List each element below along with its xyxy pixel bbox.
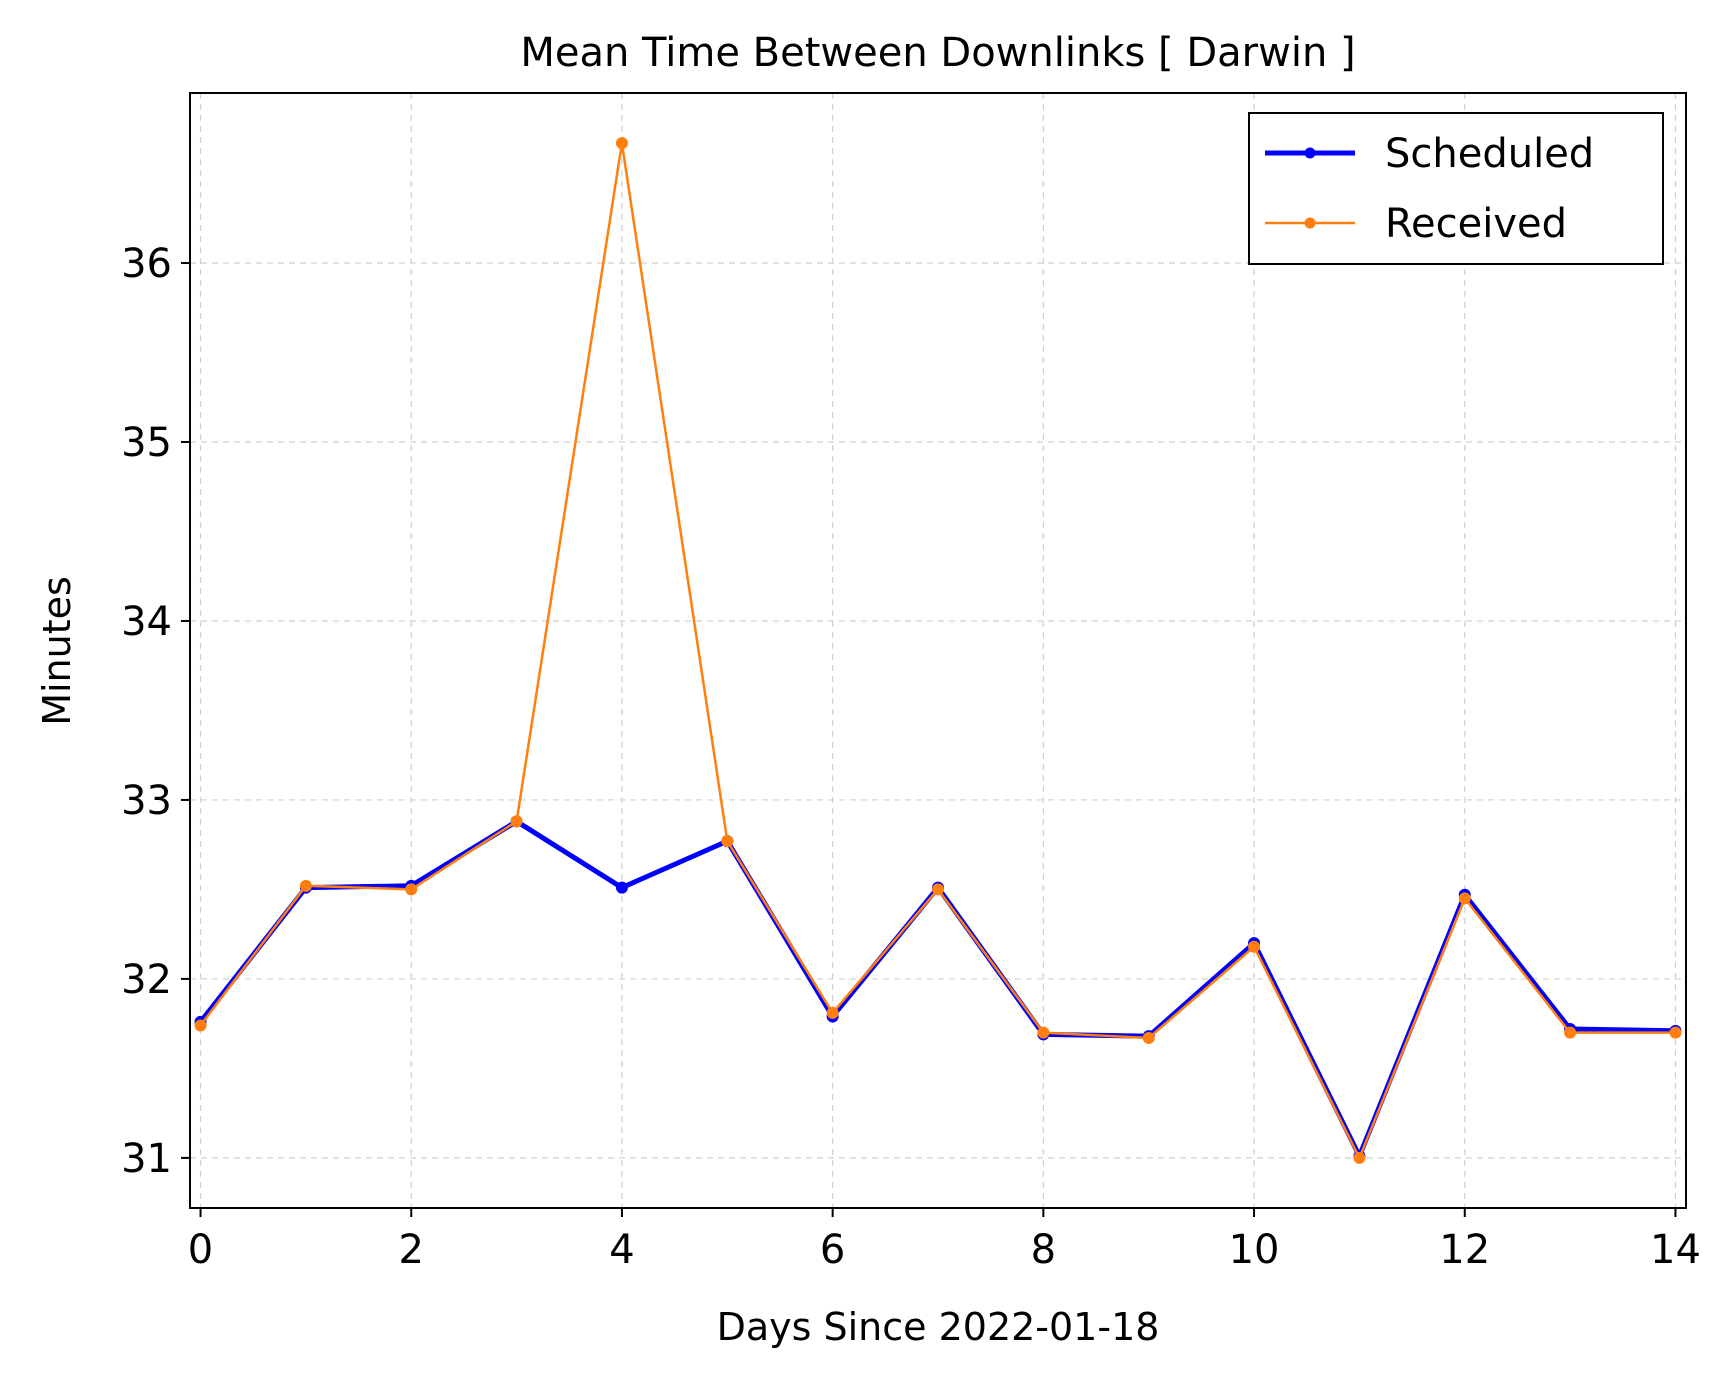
y-tick-label: 36 xyxy=(121,241,172,287)
data-point-received xyxy=(1353,1151,1366,1164)
y-tick-label: 31 xyxy=(121,1136,172,1182)
x-tick-label: 8 xyxy=(1031,1227,1056,1273)
data-point-received xyxy=(721,835,734,848)
axis-ticks: 0 2 4 6 8 10 12 14 31 32 33 34 35 36 xyxy=(121,241,1701,1273)
plot-area xyxy=(194,137,1682,1164)
legend-marker-scheduled xyxy=(1304,147,1316,159)
x-tick-label: 14 xyxy=(1650,1227,1701,1273)
x-tick-label: 6 xyxy=(820,1227,845,1273)
data-point-received xyxy=(1564,1026,1577,1039)
data-point-received xyxy=(405,883,418,896)
data-point-received xyxy=(1142,1031,1155,1044)
data-point-received xyxy=(1248,940,1261,953)
data-point-received xyxy=(299,879,312,892)
x-tick-label: 2 xyxy=(399,1227,424,1273)
y-tick-label: 34 xyxy=(121,599,172,645)
legend-marker-received xyxy=(1304,217,1316,229)
data-point-received xyxy=(1669,1026,1682,1039)
data-point-received xyxy=(826,1006,839,1019)
y-axis-label: Minutes xyxy=(35,576,79,726)
data-point-scheduled xyxy=(615,881,628,894)
chart-title: Mean Time Between Downlinks [ Darwin ] xyxy=(520,30,1355,76)
data-point-received xyxy=(1458,892,1471,905)
x-axis-label: Days Since 2022-01-18 xyxy=(717,1305,1160,1349)
x-tick-label: 0 xyxy=(188,1227,213,1273)
series-line-received xyxy=(199,141,1676,1160)
y-tick-label: 35 xyxy=(121,420,172,466)
data-point-received xyxy=(932,883,944,896)
series-line-scheduled xyxy=(198,818,1676,1159)
x-tick-label: 12 xyxy=(1439,1227,1490,1273)
y-tick-label: 32 xyxy=(121,957,172,1003)
x-tick-label: 4 xyxy=(609,1227,634,1273)
series-received xyxy=(194,137,1682,1164)
y-tick-label: 33 xyxy=(121,778,172,824)
legend-label-received: Received xyxy=(1385,201,1567,247)
data-point-received xyxy=(1037,1026,1050,1039)
plot-frame xyxy=(189,92,1687,1209)
legend-box xyxy=(1248,112,1664,265)
legend: Scheduled Received xyxy=(1248,112,1664,265)
x-tick-label: 10 xyxy=(1229,1227,1280,1273)
series-scheduled xyxy=(194,815,1682,1163)
legend-label-scheduled: Scheduled xyxy=(1385,131,1594,177)
data-point-received xyxy=(194,1019,207,1032)
data-point-received xyxy=(615,137,628,150)
data-point-received xyxy=(510,815,523,828)
